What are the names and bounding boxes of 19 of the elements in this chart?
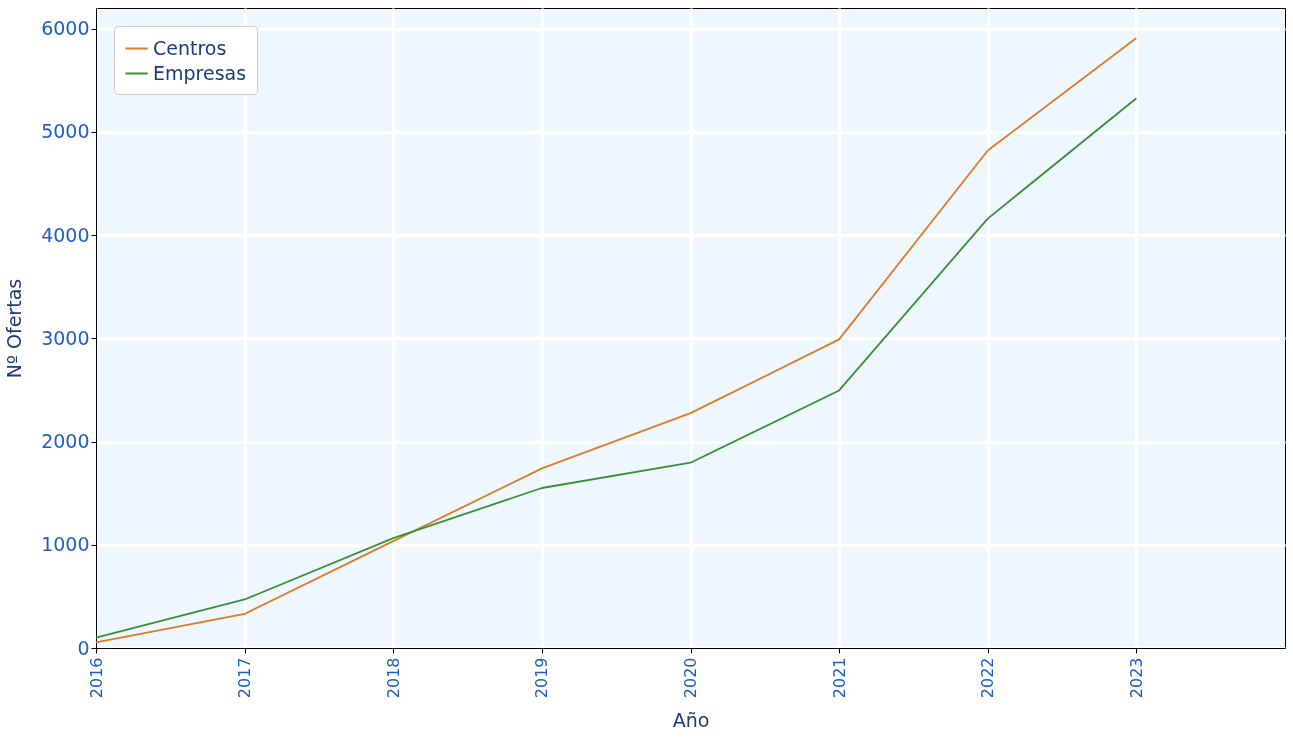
y-tick-label: 0 <box>77 636 90 659</box>
y-tick-label: 4000 <box>41 223 90 246</box>
x-axis-title: Año <box>672 709 710 732</box>
y-tick-label: 6000 <box>41 17 90 40</box>
x-tick-label: 2020 <box>681 657 700 699</box>
x-tick-label: 2021 <box>829 657 849 699</box>
y-tick-label: 1000 <box>41 533 90 556</box>
legend-label: Centros <box>153 36 227 59</box>
x-tick-label: 2018 <box>383 657 403 699</box>
x-tick-label: 2017 <box>235 657 255 699</box>
y-tick-label: 2000 <box>41 430 90 453</box>
x-tick-label: 2023 <box>1126 657 1146 699</box>
y-tick-label: 3000 <box>41 326 90 349</box>
y-axis-title: Nº Ofertas <box>3 278 26 379</box>
legend-label: Empresas <box>153 61 247 84</box>
x-tick-label: 2019 <box>532 657 552 699</box>
x-tick-label: 2022 <box>978 657 998 699</box>
y-tick-label: 5000 <box>41 120 90 143</box>
x-tick-label: 2016 <box>86 657 106 699</box>
